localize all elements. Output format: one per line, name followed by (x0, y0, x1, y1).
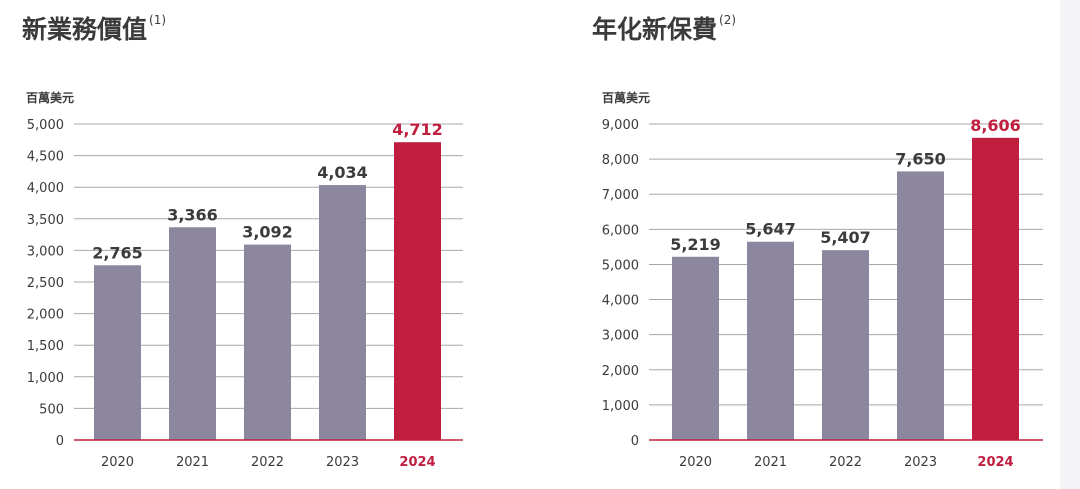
chart-title: 新業務價值 (1) (22, 13, 167, 44)
chart-title: 年化新保費 (2) (592, 13, 737, 44)
bar (319, 185, 366, 440)
bar (897, 171, 944, 440)
data-label: 2,765 (92, 243, 143, 262)
x-tick-label: 2020 (679, 455, 712, 470)
data-label: 8,606 (970, 116, 1021, 135)
bar (94, 265, 141, 440)
bar-chart-new-business-value: 0 500 1,000 1,500 2,000 2,500 3,000 3,500 4,000 4… (27, 118, 463, 470)
data-label: 4,034 (317, 163, 368, 182)
title-footnote-marker: (2) (719, 13, 737, 27)
y-tick-label: 4,000 (602, 294, 639, 309)
x-tick-label: 2024 (977, 455, 1013, 470)
chart-panel-annualized-new-premium: 年化新保費 (2) 百萬美元 0 1,000 2,000 3,000 4,000 5,000… (575, 0, 1060, 489)
y-tick-label: 2,000 (27, 308, 64, 323)
bar (244, 244, 291, 440)
x-tick-label: 2023 (904, 455, 937, 470)
page-edge (1060, 0, 1080, 489)
bar (169, 227, 216, 440)
data-label: 7,650 (895, 149, 946, 168)
y-tick-label: 9,000 (602, 118, 639, 133)
y-tick-label: 6,000 (602, 223, 639, 238)
x-tick-label: 2022 (251, 455, 284, 470)
y-tick-label: 2,000 (602, 364, 639, 379)
unit-label: 百萬美元 (26, 91, 75, 105)
y-tick-label: 1,000 (602, 399, 639, 414)
y-tick-label: 3,000 (602, 329, 639, 344)
y-tick-label: 2,500 (27, 276, 64, 291)
data-label: 3,366 (167, 205, 218, 224)
x-tick-label: 2023 (326, 455, 359, 470)
data-label: 3,092 (242, 223, 293, 242)
data-label: 5,647 (745, 220, 796, 239)
bar (394, 142, 441, 440)
x-tick-label: 2021 (754, 455, 787, 470)
bar (972, 137, 1019, 440)
y-tick-label: 5,000 (602, 258, 639, 273)
data-label: 5,219 (670, 235, 721, 254)
y-tick-label: 4,000 (27, 181, 64, 196)
y-tick-label: 8,000 (602, 153, 639, 168)
x-tick-label: 2024 (399, 455, 435, 470)
bar (822, 250, 869, 440)
y-tick-label: 7,000 (602, 188, 639, 203)
x-tick-label: 2021 (176, 455, 209, 470)
bar (672, 256, 719, 440)
y-tick-label: 0 (56, 434, 64, 449)
x-tick-label: 2020 (101, 455, 134, 470)
title-footnote-marker: (1) (149, 13, 167, 27)
unit-label: 百萬美元 (602, 91, 651, 105)
data-label: 5,407 (820, 228, 871, 247)
y-tick-label: 3,500 (27, 213, 64, 228)
y-tick-label: 1,000 (27, 371, 64, 386)
y-tick-label: 3,000 (27, 244, 64, 259)
bar (747, 241, 794, 440)
chart-panel-new-business-value: 新業務價值 (1) 百萬美元 0 500 1,000 1,500 2,000 2,500 3,… (22, 13, 463, 470)
data-label: 4,712 (392, 120, 443, 139)
y-tick-label: 5,000 (27, 118, 64, 133)
y-tick-label: 1,500 (27, 339, 64, 354)
y-tick-label: 0 (631, 434, 639, 449)
y-tick-label: 4,500 (27, 150, 64, 165)
y-tick-label: 500 (39, 402, 64, 417)
bar-chart-annualized-new-premium: 0 1,000 2,000 3,000 4,000 5,000 6,000 7,000 8,00… (602, 116, 1043, 470)
x-tick-label: 2022 (829, 455, 862, 470)
